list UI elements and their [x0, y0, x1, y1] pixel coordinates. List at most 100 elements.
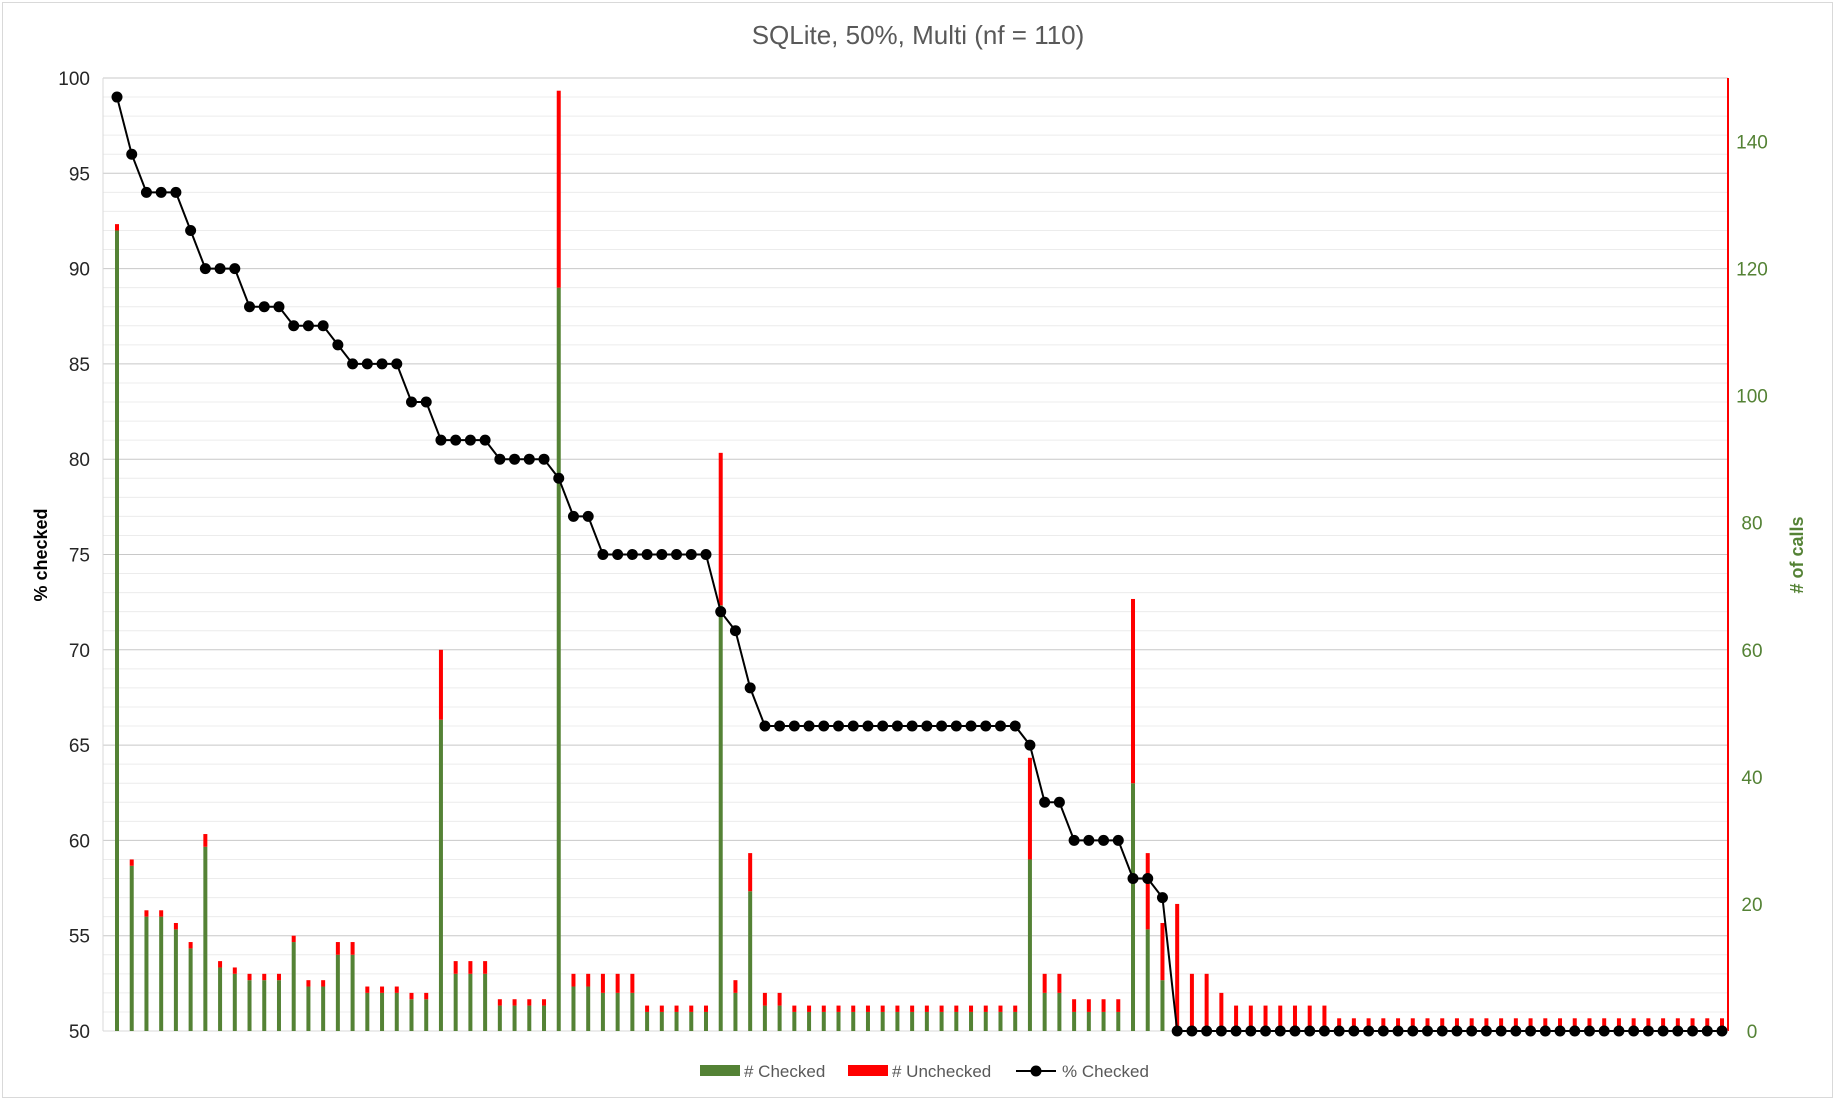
bar-checked [895, 1011, 900, 1031]
bar-unchecked [910, 1005, 915, 1012]
bar-checked [571, 986, 576, 1031]
bar-checked [645, 1011, 650, 1031]
pct-checked-point [1260, 1025, 1272, 1037]
right-tick-label: 140 [1736, 133, 1768, 154]
bar-unchecked [1057, 973, 1062, 993]
bar-checked [703, 1011, 708, 1031]
bar-checked [969, 1011, 974, 1031]
bar-unchecked [409, 992, 414, 1000]
bar-unchecked [600, 973, 605, 993]
pct-checked-point [1274, 1025, 1286, 1037]
pct-checked-point [332, 339, 344, 351]
pct-checked-point [1716, 1025, 1728, 1037]
pct-checked-point [1039, 796, 1051, 808]
pct-checked-point [1525, 1025, 1537, 1037]
pct-checked-line [116, 96, 1722, 1032]
bar-unchecked [1366, 1018, 1371, 1031]
pct-checked-point [1642, 1025, 1654, 1037]
bar-unchecked [969, 1005, 974, 1012]
pct-checked-point [450, 434, 462, 446]
bar-checked [1042, 992, 1047, 1031]
pct-checked-point [317, 320, 329, 332]
pct-checked-point [1127, 873, 1139, 885]
bar-checked [659, 1011, 664, 1031]
bar-unchecked [1720, 1018, 1724, 1031]
left-tick-label: 75 [69, 546, 90, 567]
bar-unchecked [306, 980, 311, 987]
bar-unchecked [1572, 1018, 1577, 1031]
bar-checked [483, 973, 488, 1031]
pct-checked-point [759, 720, 771, 732]
pct-checked-point [1112, 834, 1124, 846]
bar-checked [218, 967, 223, 1031]
bar-unchecked [689, 1005, 694, 1012]
bar-unchecked [703, 1005, 708, 1012]
bar-unchecked [718, 452, 723, 606]
pct-checked-point [921, 720, 933, 732]
pct-checked-point [509, 453, 521, 465]
bar-checked [232, 973, 237, 1031]
bar-unchecked [1101, 999, 1106, 1012]
bar-checked [129, 865, 134, 1031]
pct-checked-point [214, 263, 226, 275]
pct-checked-point [1171, 1025, 1183, 1037]
bar-unchecked [350, 942, 355, 955]
pct-checked-point [170, 186, 182, 198]
bar-unchecked [748, 853, 753, 892]
bar-unchecked [1616, 1018, 1621, 1031]
left-axis-ticks: 50 55 60 65 70 75 80 85 90 95 100 [58, 69, 90, 1043]
bar-unchecked [1454, 1018, 1459, 1031]
bar-unchecked [1543, 1018, 1548, 1031]
bar-unchecked [924, 1005, 929, 1012]
pct-checked-point [347, 358, 359, 370]
bar-checked [910, 1011, 915, 1031]
bar-unchecked [1263, 1005, 1268, 1031]
pct-checked-point [1554, 1025, 1566, 1037]
bar-unchecked [276, 973, 281, 981]
bar-unchecked [1042, 973, 1047, 993]
bar-unchecked [1175, 903, 1180, 1031]
left-tick-label: 100 [58, 69, 90, 90]
pct-checked-point [111, 91, 123, 103]
pct-checked-point [553, 472, 565, 484]
bar-checked [880, 1011, 885, 1031]
pct-checked-point [906, 720, 918, 732]
bar-checked [807, 1011, 812, 1031]
bar-checked [1131, 783, 1136, 1031]
pct-checked-point [994, 720, 1006, 732]
bar-unchecked [1234, 1005, 1239, 1031]
right-axis-ticks: 0 20 40 60 80 100 120 140 [1736, 133, 1768, 1043]
pct-checked-point [1451, 1025, 1463, 1037]
left-tick-label: 65 [69, 736, 90, 757]
pct-checked-point [494, 453, 506, 465]
legend-swatch-pct-marker [1030, 1065, 1042, 1077]
bar-unchecked [512, 999, 517, 1006]
pct-checked-point [774, 720, 786, 732]
bar-unchecked [1690, 1018, 1695, 1031]
pct-checked-point [1142, 873, 1154, 885]
bar-unchecked [645, 1005, 650, 1012]
bar-unchecked [1307, 1005, 1312, 1031]
bar-unchecked [1248, 1005, 1253, 1031]
bar-unchecked [1425, 1018, 1430, 1031]
pct-checked-point [1245, 1025, 1257, 1037]
bar-unchecked [1131, 598, 1136, 784]
pct-checked-point [803, 720, 815, 732]
pct-checked-point [626, 549, 638, 560]
pct-checked-point [1215, 1025, 1227, 1037]
bar-unchecked [365, 986, 370, 993]
pct-checked-point [641, 549, 653, 560]
bar-unchecked [1337, 1018, 1342, 1031]
bar-checked [335, 954, 340, 1031]
pct-checked-point [244, 301, 256, 313]
pct-checked-point [405, 396, 417, 408]
bar-checked [600, 992, 605, 1031]
pct-checked-point [420, 396, 432, 408]
bar-checked [689, 1011, 694, 1031]
bar-unchecked [1602, 1018, 1607, 1031]
bar-checked [350, 954, 355, 1031]
pct-checked-point [1569, 1025, 1581, 1037]
bar-checked [291, 942, 296, 1031]
bar-checked [748, 891, 753, 1031]
bar-unchecked [821, 1005, 826, 1012]
